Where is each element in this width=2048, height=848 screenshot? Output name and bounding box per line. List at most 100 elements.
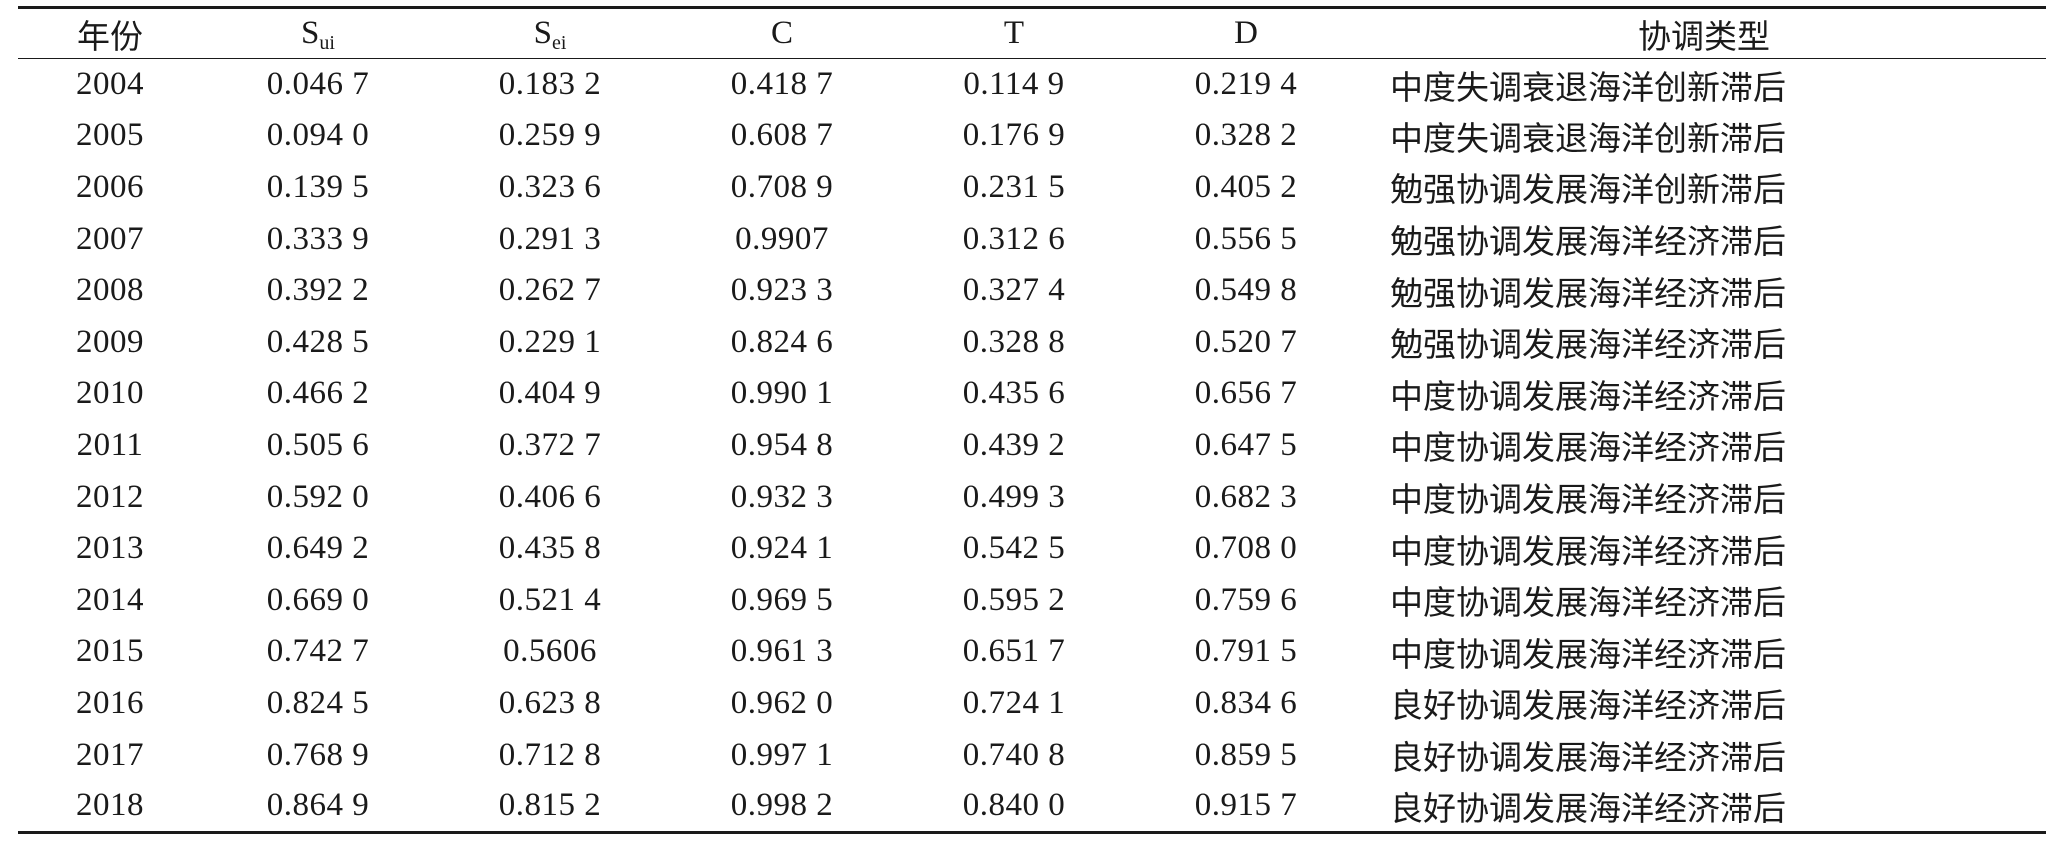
header-sui: Sui <box>202 6 434 59</box>
header-t: T <box>898 6 1130 59</box>
cell-coordination-type: 中度协调发展海洋经济滞后 <box>1390 483 1786 520</box>
cell-c: 0.962 0 <box>730 684 834 721</box>
cell-t: 0.435 6 <box>962 375 1066 412</box>
cell-t: 0.312 6 <box>962 220 1066 257</box>
cell-t: 0.439 2 <box>962 426 1066 463</box>
cell-d: 0.682 3 <box>1194 478 1298 515</box>
cell-sei: 0.183 2 <box>498 66 602 103</box>
cell-c: 0.954 8 <box>730 426 834 463</box>
cell-year: 2017 <box>76 736 144 773</box>
cell-d: 0.759 6 <box>1194 581 1298 618</box>
cell-sei: 0.521 4 <box>498 581 602 618</box>
cell-sei: 0.712 8 <box>498 736 602 773</box>
cell-sui: 0.649 2 <box>266 530 370 567</box>
cell-t: 0.840 0 <box>898 780 1130 834</box>
cell-sei: 0.623 8 <box>498 684 602 721</box>
table-row: 2016 0.824 5 0.623 8 0.962 0 0.724 1 0.834 6 良… <box>18 678 2046 730</box>
cell-sei: 0.291 3 <box>498 220 602 257</box>
cell-year: 2008 <box>76 272 144 309</box>
header-c: C <box>666 6 898 59</box>
header-sei: Sei <box>434 6 666 59</box>
cell-sui: 0.864 9 <box>202 780 434 834</box>
cell-t: 0.542 5 <box>962 530 1066 567</box>
cell-coordination-type: 中度协调发展海洋经济滞后 <box>1390 379 1786 416</box>
cell-sui: 0.742 7 <box>266 633 370 670</box>
table-row: 2007 0.333 9 0.291 3 0.9907 0.312 6 0.556 5 勉强… <box>18 213 2046 265</box>
cell-sui: 0.824 5 <box>266 684 370 721</box>
cell-t: 0.176 9 <box>962 117 1066 154</box>
header-row: 年份 Sui Sei C T D 协调类型 <box>18 6 2046 59</box>
cell-sei: 0.262 7 <box>498 272 602 309</box>
cell-c: 0.708 9 <box>730 168 834 205</box>
cell-d: 0.405 2 <box>1194 168 1298 205</box>
cell-coordination-type: 勉强协调发展海洋经济滞后 <box>1390 328 1786 365</box>
table-row: 2008 0.392 2 0.262 7 0.923 3 0.327 4 0.549 8 勉… <box>18 265 2046 317</box>
cell-c: 0.923 3 <box>730 272 834 309</box>
cell-year: 2012 <box>76 478 144 515</box>
cell-c: 0.932 3 <box>730 478 834 515</box>
cell-c: 0.998 2 <box>666 780 898 834</box>
cell-d: 0.219 4 <box>1194 66 1298 103</box>
cell-t: 0.327 4 <box>962 272 1066 309</box>
cell-coordination-type: 良好协调发展海洋经济滞后 <box>1390 689 1786 726</box>
cell-year: 2007 <box>76 220 144 257</box>
table-row: 2014 0.669 0 0.521 4 0.969 5 0.595 2 0.759 6 中… <box>18 574 2046 626</box>
cell-d: 0.656 7 <box>1194 375 1298 412</box>
cell-t: 0.114 9 <box>963 66 1065 103</box>
table-row: 2012 0.592 0 0.406 6 0.932 3 0.499 3 0.682 3 中… <box>18 471 2046 523</box>
cell-coordination-type: 中度协调发展海洋经济滞后 <box>1390 431 1786 468</box>
cell-sui: 0.428 5 <box>266 323 370 360</box>
cell-c: 0.990 1 <box>730 375 834 412</box>
cell-d: 0.791 5 <box>1194 633 1298 670</box>
cell-t: 0.651 7 <box>962 633 1066 670</box>
cell-sui: 0.466 2 <box>266 375 370 412</box>
table-body: 2004 0.046 7 0.183 2 0.418 7 0.114 9 0.219 4 中… <box>18 59 2046 834</box>
cell-sei: 0.404 9 <box>498 375 602 412</box>
cell-sui: 0.046 7 <box>266 66 370 103</box>
cell-d: 0.647 5 <box>1194 426 1298 463</box>
cell-coordination-type: 中度失调衰退海洋创新滞后 <box>1390 121 1786 158</box>
cell-sei: 0.229 1 <box>498 323 602 360</box>
table-row: 2011 0.505 6 0.372 7 0.954 8 0.439 2 0.647 5 中… <box>18 420 2046 472</box>
header-sui-main: S <box>301 15 320 51</box>
cell-coordination-type: 勉强协调发展海洋经济滞后 <box>1390 276 1786 313</box>
cell-coordination-type: 勉强协调发展海洋创新滞后 <box>1390 173 1786 210</box>
cell-coordination-type: 良好协调发展海洋经济滞后 <box>1390 741 1786 778</box>
cell-d: 0.834 6 <box>1194 684 1298 721</box>
header-year: 年份 <box>18 6 202 59</box>
cell-sui: 0.768 9 <box>266 736 370 773</box>
cell-coordination-type: 良好协调发展海洋经济滞后 <box>1362 780 2046 834</box>
cell-sei: 0.406 6 <box>498 478 602 515</box>
cell-c: 0.997 1 <box>730 736 834 773</box>
cell-year: 2010 <box>76 375 144 412</box>
cell-coordination-type: 中度失调衰退海洋创新滞后 <box>1390 70 1786 107</box>
cell-coordination-type: 中度协调发展海洋经济滞后 <box>1390 637 1786 674</box>
cell-sei: 0.435 8 <box>498 530 602 567</box>
cell-t: 0.499 3 <box>962 478 1066 515</box>
coupling-coordination-table: 年份 Sui Sei C T D 协调类型 2004 0.046 7 0.183 2… <box>18 6 2046 834</box>
cell-c: 0.9907 <box>735 220 829 257</box>
cell-d: 0.556 5 <box>1194 220 1298 257</box>
table-header: 年份 Sui Sei C T D 协调类型 <box>18 6 2046 59</box>
cell-year: 2015 <box>76 633 144 670</box>
table-row: 2006 0.139 5 0.323 6 0.708 9 0.231 5 0.405 2 勉… <box>18 162 2046 214</box>
cell-sui: 0.592 0 <box>266 478 370 515</box>
cell-t: 0.231 5 <box>962 168 1066 205</box>
cell-sei: 0.5606 <box>503 633 597 670</box>
table-row: 2005 0.094 0 0.259 9 0.608 7 0.176 9 0.328 2 中… <box>18 110 2046 162</box>
table-row: 2017 0.768 9 0.712 8 0.997 1 0.740 8 0.859 5 良… <box>18 729 2046 781</box>
cell-t: 0.724 1 <box>962 684 1066 721</box>
cell-sei: 0.259 9 <box>498 117 602 154</box>
cell-c: 0.824 6 <box>730 323 834 360</box>
cell-sui: 0.669 0 <box>266 581 370 618</box>
cell-sui: 0.139 5 <box>266 168 370 205</box>
cell-sei: 0.323 6 <box>498 168 602 205</box>
cell-year: 2009 <box>76 323 144 360</box>
cell-c: 0.961 3 <box>730 633 834 670</box>
cell-year: 2016 <box>76 684 144 721</box>
header-sui-subscript: ui <box>319 32 335 54</box>
cell-d: 0.708 0 <box>1194 530 1298 567</box>
cell-d: 0.328 2 <box>1194 117 1298 154</box>
